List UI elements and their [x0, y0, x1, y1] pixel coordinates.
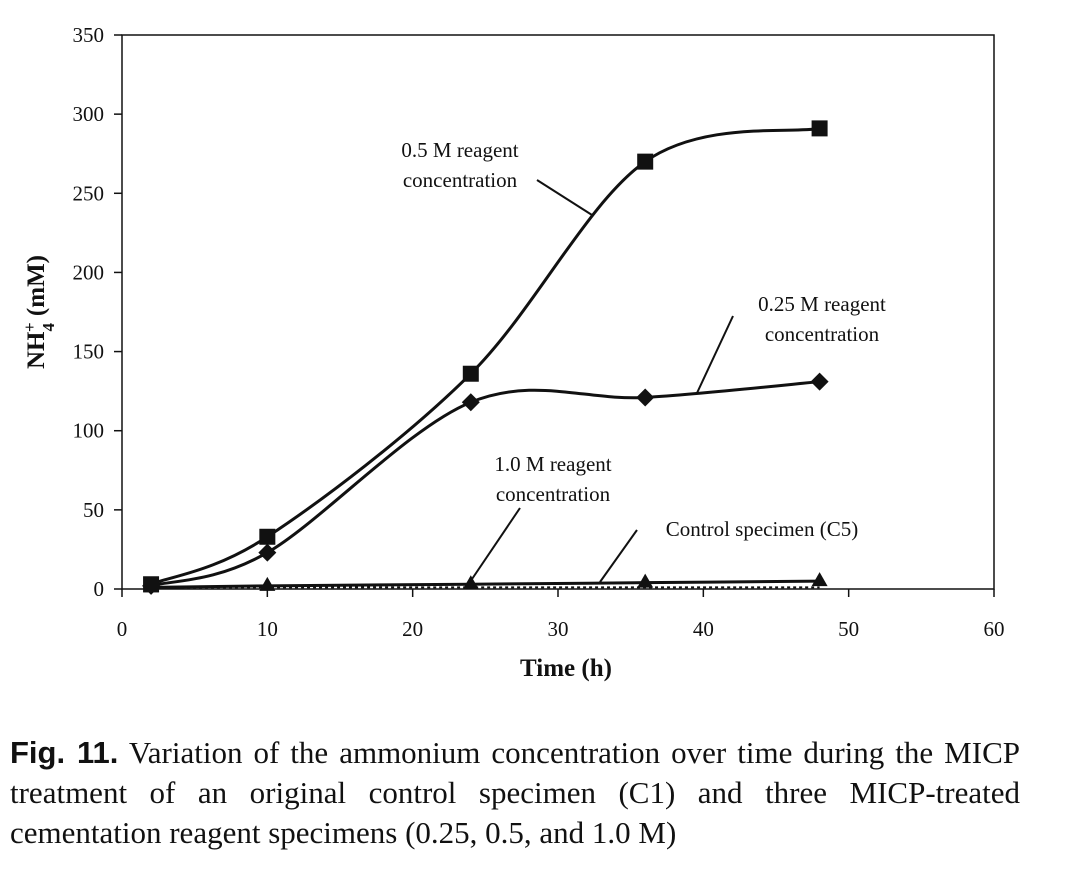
axis-ticks: 0 10 20 30 40 50 60 0 50 100 150 200 250 300 350	[73, 23, 1005, 641]
annotations: 0.5 M reagent concentration 0.25 M reagent…	[401, 138, 886, 541]
annotation-label: concentration	[496, 482, 611, 506]
x-tick-label: 0	[117, 617, 128, 641]
x-tick-label: 60	[984, 617, 1005, 641]
y-tick-label: 100	[73, 419, 105, 443]
figure-caption: Fig. 11. Variation of the ammonium conce…	[10, 733, 1020, 853]
annotation-label: concentration	[403, 168, 518, 192]
annotation-leader	[536, 179, 593, 216]
y-axis-title: NH4+ (mM)	[20, 255, 58, 369]
data-point-square	[259, 528, 276, 545]
data-point-diamond	[636, 388, 655, 407]
data-point-square	[811, 120, 828, 137]
series-line-2	[151, 579, 820, 589]
chart: 0 10 20 30 40 50 60 0 50 100 150 200 250 300 350 0.5 M…	[20, 23, 1005, 682]
annotation-leader	[696, 315, 734, 394]
data-point-square	[462, 365, 479, 382]
annotation-leader	[469, 507, 521, 583]
y-tick-label: 300	[73, 102, 105, 126]
series-line-1	[150, 380, 820, 588]
data-point-triangle	[259, 576, 276, 591]
data-point-diamond	[461, 393, 480, 412]
y-tick-label: 350	[73, 23, 105, 47]
annotation-label: 0.5 M reagent	[401, 138, 518, 162]
data-point-triangle	[811, 572, 828, 587]
x-tick-label: 50	[838, 617, 859, 641]
annotation-leaders	[469, 179, 734, 583]
y-tick-label: 0	[94, 577, 105, 601]
y-tick-label: 150	[73, 340, 105, 364]
x-tick-label: 40	[693, 617, 714, 641]
annotation-leader	[599, 529, 638, 583]
series-line-0	[150, 126, 820, 586]
annotation-label: 0.25 M reagent	[758, 292, 886, 316]
x-axis-title: Time (h)	[520, 655, 612, 682]
caption-text: Variation of the ammonium concentration …	[10, 735, 1020, 850]
x-tick-label: 20	[402, 617, 423, 641]
annotation-label: concentration	[765, 322, 880, 346]
x-tick-label: 30	[548, 617, 569, 641]
y-tick-label: 200	[73, 260, 105, 284]
data-point-diamond	[258, 543, 277, 562]
data-point-square	[637, 153, 654, 170]
data-point-triangle	[637, 573, 654, 588]
annotation-label: 1.0 M reagent	[494, 452, 611, 476]
caption-label: Fig. 11.	[10, 735, 119, 770]
data-point-diamond	[810, 372, 829, 391]
y-tick-label: 50	[83, 498, 104, 522]
annotation-label: Control specimen (C5)	[666, 517, 858, 541]
y-tick-label: 250	[73, 181, 105, 205]
x-tick-label: 10	[257, 617, 278, 641]
data-point-triangle	[143, 578, 160, 593]
series-markers	[142, 120, 829, 595]
